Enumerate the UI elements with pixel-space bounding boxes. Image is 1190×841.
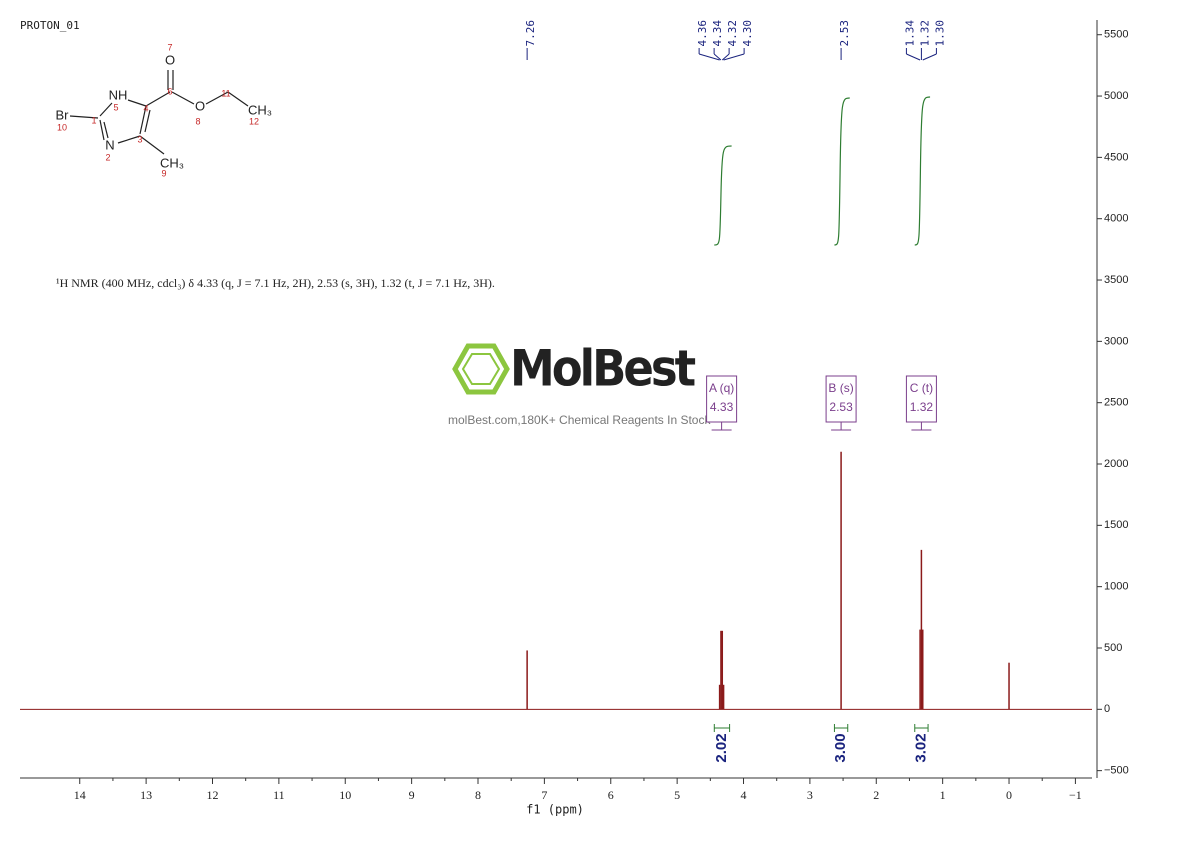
watermark-tagline: molBest.com,180K+ Chemical Reagents In S… [448,413,711,427]
x-tick-label: 8 [475,788,481,802]
peak-label: 1.34 [903,20,916,47]
atom-label: CH₃ [160,155,184,170]
integral-label: 2.02 [713,733,730,762]
y-tick-label: 0 [1104,703,1110,715]
multiplet-shift: 4.33 [710,400,734,414]
atom-number: 5 [113,102,118,112]
molecule-bonds [69,70,249,155]
x-tick-label: 0 [1006,788,1012,802]
peak-label-connector [698,53,720,61]
atom-label: O [195,98,205,113]
peak-label: 7.26 [524,20,537,47]
multiplet-shift: 2.53 [829,400,853,414]
y-tick-label: 1500 [1104,519,1128,531]
x-axis-label: f1 (ppm) [526,803,584,817]
atom-number: 6 [167,86,172,96]
x-tick-label: 3 [807,788,813,802]
x-tick-label: 13 [140,788,152,802]
atom-number: 3 [137,134,142,144]
x-tick-label: 14 [74,788,86,802]
peak-label: 1.30 [933,20,946,47]
integral-curve [714,145,732,246]
peak-label-connector [721,53,730,61]
multiplet-box [825,375,857,423]
peak-label: 4.34 [711,20,724,47]
y-tick-label: 2500 [1104,397,1128,409]
integral-label: 3.02 [912,733,929,762]
x-tick-label: 5 [674,788,680,802]
integral-curve [834,97,850,246]
y-tick-label: 5000 [1104,90,1128,102]
peak-label: 2.53 [838,20,851,47]
multiplet-box [905,375,937,423]
y-tick-label: 4000 [1104,213,1128,225]
peak-label: 1.32 [918,20,931,47]
atom-number: 1 [91,115,96,125]
atom-label: NH [109,87,128,102]
peak-label: 4.36 [696,20,709,47]
x-tick-label: 9 [409,788,415,802]
atom-number: 8 [195,116,200,126]
x-tick-label: 4 [741,788,747,802]
atom-number: 4 [143,103,148,113]
peak-label-connector [723,53,745,61]
x-tick-label: 11 [273,788,285,802]
y-tick-label: 4500 [1104,151,1128,163]
multiplet-name: B (s) [828,381,853,395]
peak-label: 4.32 [726,20,739,47]
multiplet-name: A (q) [709,381,734,395]
atom-label: N [105,137,114,152]
y-tick-label: 2000 [1104,458,1128,470]
atom-number: 9 [161,168,166,178]
y-tick-label: −500 [1104,765,1129,777]
y-tick-label: 3500 [1104,274,1128,286]
peak-label: 4.30 [741,20,754,47]
x-tick-label: 10 [339,788,351,802]
atom-number: 7 [167,42,172,52]
multiplet-box [706,375,738,423]
x-tick-label: 12 [206,788,218,802]
atom-number: 12 [249,116,259,126]
atom-label: O [165,52,175,67]
chart-title: PROTON_01 [20,19,80,32]
multiplet-name: C (t) [910,381,933,395]
watermark-brand: MolBest [510,340,696,398]
x-tick-label: 1 [940,788,946,802]
x-tick-label: −1 [1069,788,1082,802]
x-tick-label: 2 [873,788,879,802]
atom-number: 10 [57,122,67,132]
x-tick-label: 7 [541,788,547,802]
watermark-logo [452,343,510,395]
peak-label-connector [922,53,937,61]
atom-label: Br [56,107,70,122]
multiplet-shift: 1.32 [910,400,934,414]
y-tick-label: 1000 [1104,581,1128,593]
x-tick-label: 6 [608,788,614,802]
annotation: ¹H NMR (400 MHz, cdcl₃) δ 4.33 (q, J = 7… [56,276,495,290]
atom-label: CH₃ [248,102,272,117]
y-tick-label: 5500 [1104,29,1128,41]
atom-number: 2 [105,152,110,162]
integral-label: 3.00 [832,733,849,762]
peak-label-connector [713,53,722,61]
atom-number: 11 [221,88,230,98]
y-tick-label: 500 [1104,642,1122,654]
y-tick-label: 3000 [1104,335,1128,347]
peak-label-connector [906,53,921,61]
integral-curve [914,96,931,246]
